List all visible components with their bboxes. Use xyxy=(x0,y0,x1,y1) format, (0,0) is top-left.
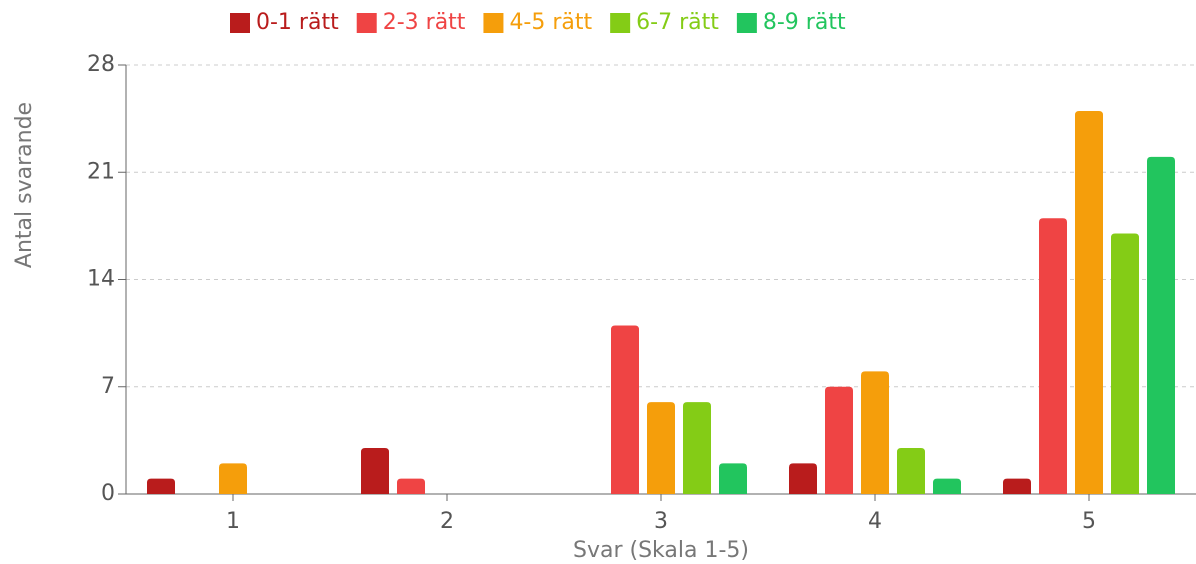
bar xyxy=(933,478,961,494)
bar xyxy=(1003,478,1031,494)
legend-swatch xyxy=(483,13,504,33)
x-tick-label: 5 xyxy=(1082,509,1096,534)
bar xyxy=(683,402,711,494)
x-tick-label: 1 xyxy=(226,509,240,534)
bar xyxy=(825,386,853,494)
bar xyxy=(789,463,817,494)
y-axis-title: Antal svarande xyxy=(12,102,37,268)
bar xyxy=(1039,218,1067,494)
y-tick-label: 7 xyxy=(101,374,115,399)
legend-swatch xyxy=(736,13,757,33)
x-tick-label: 2 xyxy=(440,509,454,534)
legend-swatch xyxy=(356,13,377,33)
legend-label: 0-1 rätt xyxy=(256,10,339,35)
x-tick-label: 3 xyxy=(654,509,668,534)
y-tick-label: 0 xyxy=(101,481,115,506)
bar xyxy=(861,371,889,494)
bar xyxy=(897,448,925,494)
legend-label: 6-7 rätt xyxy=(636,10,719,35)
bar xyxy=(361,448,389,494)
bar xyxy=(397,478,425,494)
legend-swatch xyxy=(230,13,250,33)
legend-label: 2-3 rätt xyxy=(383,10,466,35)
bar xyxy=(1075,110,1103,494)
bar xyxy=(719,463,747,494)
bar xyxy=(611,325,639,494)
bar xyxy=(219,463,247,494)
y-tick-label: 14 xyxy=(87,267,115,292)
bar xyxy=(1147,156,1175,494)
legend-label: 4-5 rätt xyxy=(509,10,592,35)
y-tick-label: 28 xyxy=(87,52,115,77)
y-tick-label: 21 xyxy=(87,159,115,184)
bar xyxy=(147,478,175,494)
legend-label: 8-9 rätt xyxy=(763,10,846,35)
bar xyxy=(647,402,675,494)
x-axis-title: Svar (Skala 1-5) xyxy=(573,538,749,563)
x-tick-label: 4 xyxy=(868,509,882,534)
bar xyxy=(1111,233,1139,495)
legend-swatch xyxy=(610,13,631,33)
